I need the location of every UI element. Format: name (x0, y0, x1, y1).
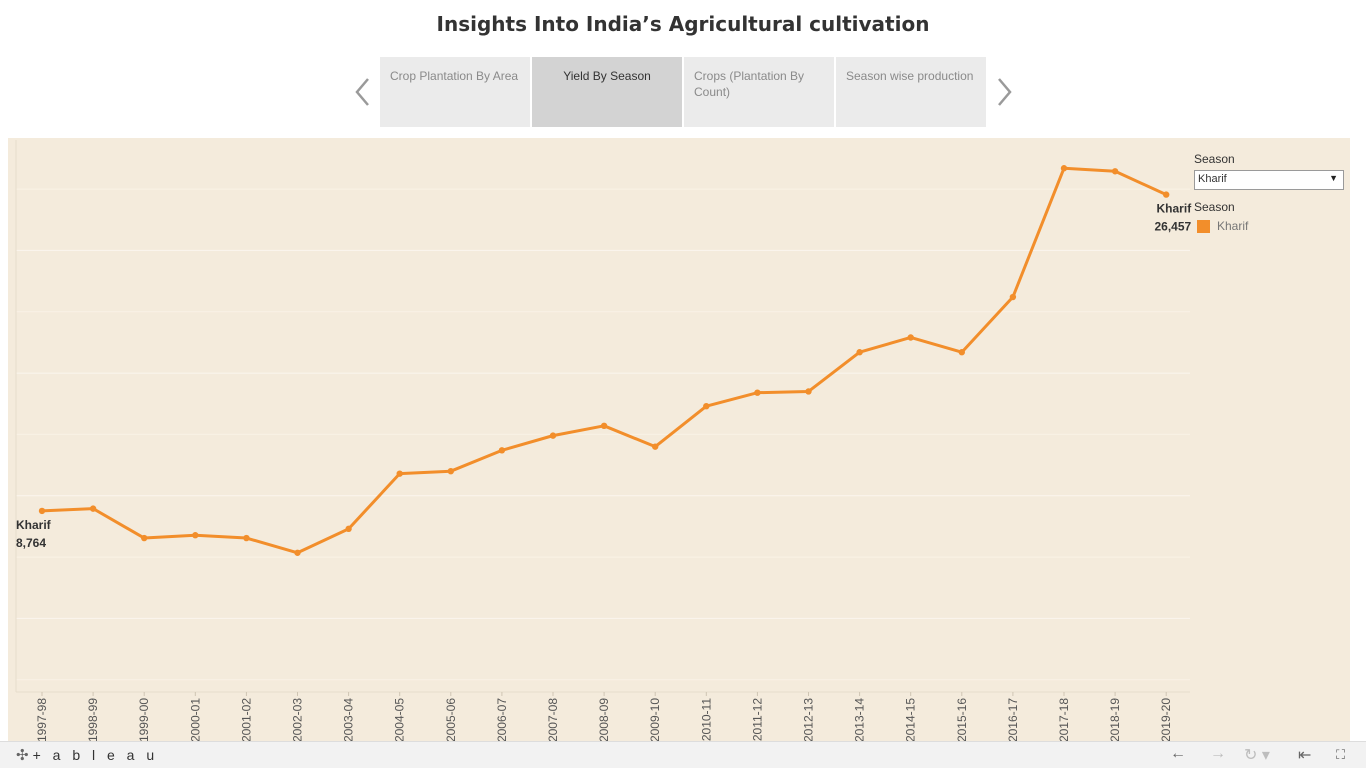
tab-crops-plantation-by-count[interactable]: Crops (Plantation By Count) (684, 57, 834, 127)
revert-icon[interactable]: ↻ ▾ (1244, 747, 1270, 764)
annotation-label: Kharif (1157, 202, 1193, 216)
legend-title: Season (1194, 200, 1235, 214)
annotation-label: Kharif (16, 518, 52, 532)
x-tick-label: 1999-00 (137, 698, 151, 742)
x-tick-label: 2003-04 (342, 698, 356, 742)
data-point (447, 468, 454, 475)
legend-item-kharif[interactable]: Kharif (1197, 219, 1354, 233)
legend-panel: Season Kharif ▼ Season Kharif (1194, 152, 1354, 233)
x-tick-label: 2019-20 (1159, 698, 1173, 742)
tab-yield-by-season[interactable]: Yield By Season (532, 57, 682, 127)
tableau-wordmark: + a b l e a u (32, 747, 159, 763)
tabs-prev-button[interactable] (352, 76, 374, 108)
x-tick-label: 1997-98 (35, 698, 49, 742)
tab-season-wise-production[interactable]: Season wise production (836, 57, 986, 127)
data-point (907, 334, 914, 341)
data-point (652, 443, 659, 450)
chevron-right-icon (998, 78, 1012, 106)
x-tick-label: 2005-06 (444, 698, 458, 742)
x-tick-label: 2015-16 (955, 698, 969, 742)
data-point (294, 549, 301, 556)
annotation-value: 8,764 (16, 536, 46, 550)
chevron-left-icon (355, 78, 369, 106)
x-tick-label: 2001-02 (239, 698, 253, 742)
season-filter-dropdown[interactable]: Kharif ▼ (1194, 170, 1344, 190)
tableau-logo: ✣ + a b l e a u (16, 746, 158, 764)
tableau-toolbar: ✣ + a b l e a u ← → ↻ ▾ ⇤ ⛶ (0, 741, 1366, 768)
x-tick-label: 2010-11 (699, 698, 713, 741)
data-point (1060, 165, 1068, 172)
data-point (856, 349, 863, 356)
x-tick-label: 1998-99 (86, 698, 100, 742)
data-point (1009, 293, 1017, 301)
undo-icon[interactable]: ← (1170, 745, 1186, 762)
series-line-kharif (40, 166, 1168, 555)
x-tick-label: 2016-17 (1006, 698, 1020, 742)
filter-title: Season (1194, 152, 1235, 166)
fullscreen-icon[interactable]: ⛶ (1336, 747, 1346, 762)
season-filter-value: Kharif (1198, 173, 1227, 185)
data-point (141, 534, 148, 542)
data-point (754, 389, 761, 396)
reset-icon[interactable]: ⇤ (1298, 747, 1312, 764)
data-point (345, 525, 352, 533)
x-tick-label: 2017-18 (1057, 698, 1071, 742)
data-point (958, 349, 965, 356)
story-tabs: Crop Plantation By Area Yield By Season … (380, 57, 988, 127)
data-point (549, 432, 557, 439)
tabs-next-button[interactable] (993, 76, 1015, 108)
data-point (89, 505, 97, 512)
data-point (243, 534, 250, 542)
data-point (1111, 168, 1119, 175)
x-tick-label: 2011-12 (750, 698, 764, 741)
tableau-logo-icon: ✣ (16, 747, 29, 764)
x-tick-label: 2009-10 (648, 698, 662, 742)
x-tick-label: 2000-01 (188, 698, 202, 742)
data-point (1163, 191, 1170, 198)
dashboard-title: Insights Into India’s Agricultural culti… (436, 12, 930, 36)
x-tick-label: 2004-05 (393, 698, 407, 742)
x-tick-label: 2018-19 (1108, 698, 1122, 742)
caret-down-icon: ▼ (1329, 173, 1338, 183)
x-tick-label: 2014-15 (904, 698, 918, 742)
redo-icon[interactable]: → (1210, 745, 1226, 762)
x-tick-label: 2007-08 (546, 698, 560, 742)
tab-crop-plantation-by-area[interactable]: Crop Plantation By Area (380, 57, 530, 127)
data-point (703, 402, 710, 410)
vertical-scrollbar[interactable] (1350, 0, 1366, 714)
x-tick-label: 2006-07 (495, 698, 509, 742)
data-point (192, 532, 199, 539)
data-point (498, 447, 506, 454)
x-tick-label: 2008-09 (597, 698, 611, 742)
legend-swatch (1197, 219, 1210, 233)
annotation-value: 26,457 (1154, 220, 1191, 234)
x-tick-label: 2002-03 (291, 698, 305, 742)
data-point (600, 422, 608, 430)
legend-label: Kharif (1217, 219, 1249, 233)
data-point (38, 507, 46, 515)
data-point (396, 470, 403, 477)
x-tick-label: 2013-14 (853, 698, 867, 742)
x-tick-label: 2012-13 (802, 698, 816, 742)
chart-background (8, 138, 1350, 742)
data-point (805, 388, 812, 395)
